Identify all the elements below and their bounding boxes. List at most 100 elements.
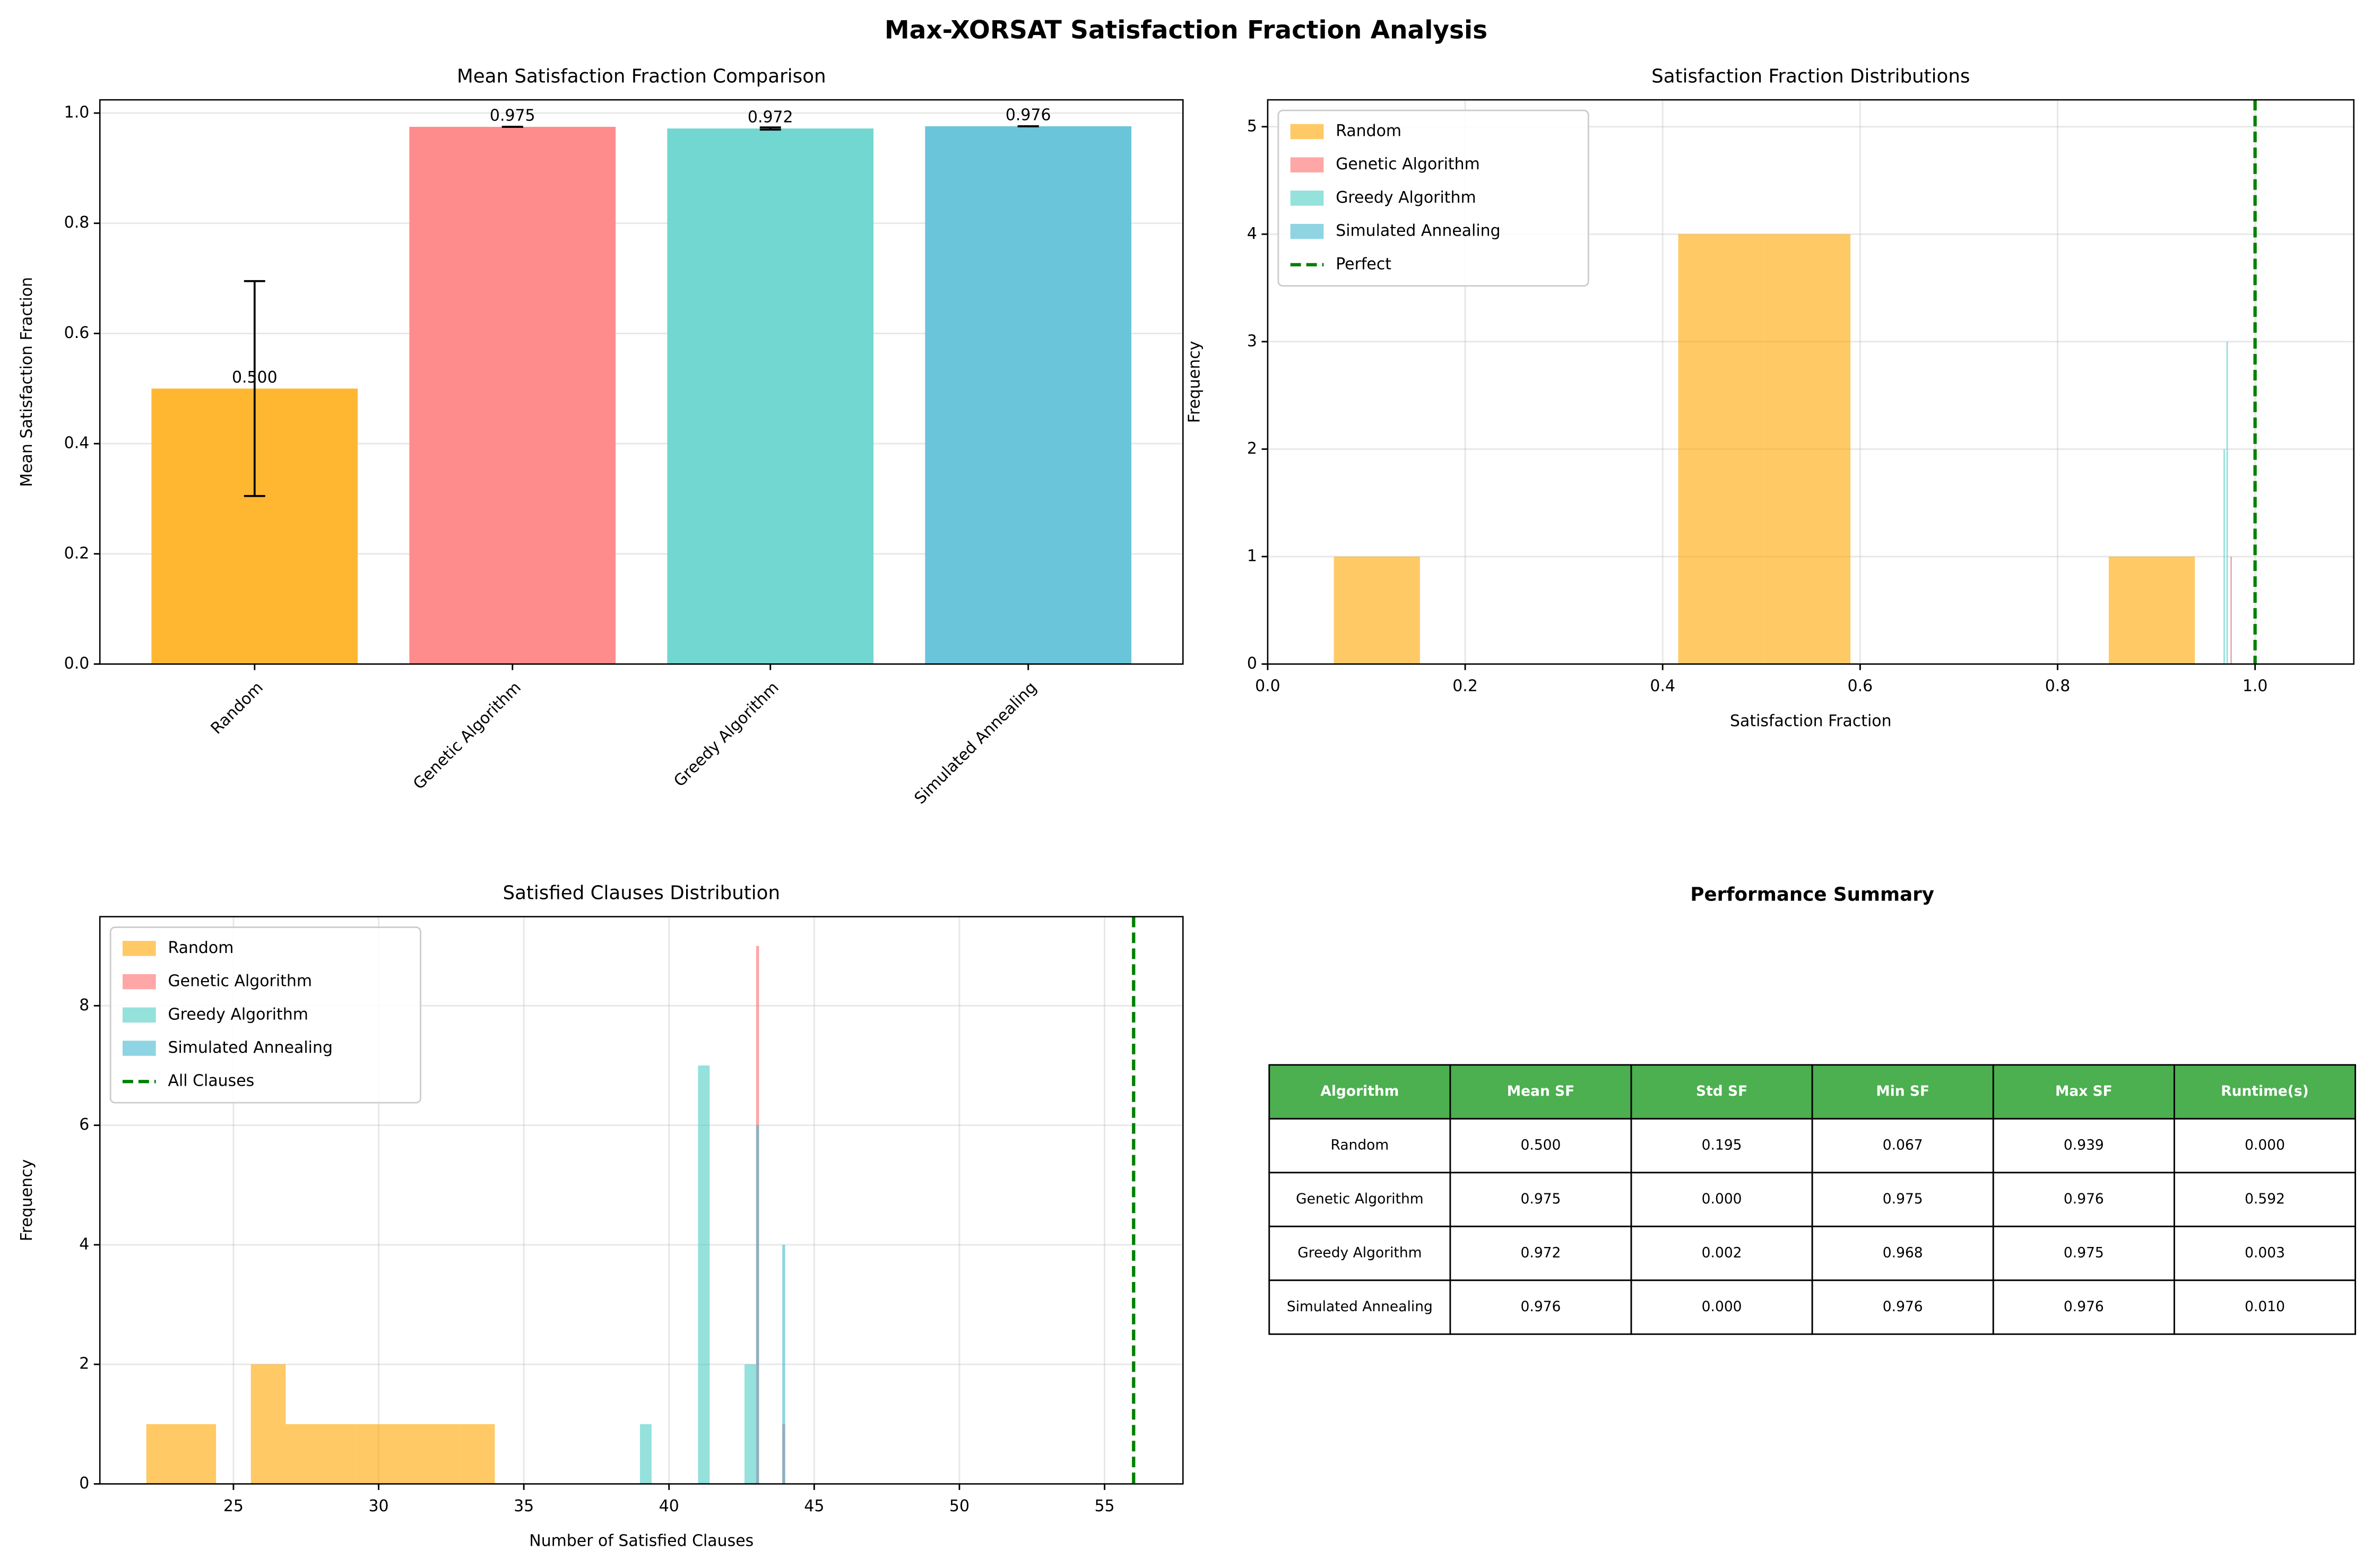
column-header: Algorithm	[1320, 1083, 1399, 1099]
column-header: Std SF	[1696, 1083, 1747, 1099]
y-axis-label: Mean Satisfaction Fraction	[18, 277, 36, 487]
histogram-bar	[181, 1424, 217, 1484]
column-header: Min SF	[1876, 1083, 1929, 1099]
legend-swatch	[122, 1041, 156, 1056]
histogram-bar	[1764, 234, 1851, 664]
cell-text: 0.500	[1521, 1137, 1561, 1154]
legend-label: Random	[168, 939, 234, 957]
histogram-bar	[390, 1424, 426, 1484]
cell-text: 0.000	[1702, 1298, 1742, 1315]
table-cell	[1449, 1279, 1632, 1335]
histogram-bar	[355, 1424, 391, 1484]
y-tick-label: 2	[79, 1355, 89, 1373]
y-tick-label: 3	[1247, 332, 1257, 350]
table-cell	[1268, 1279, 1451, 1335]
y-tick-label: 5	[1247, 117, 1257, 135]
cell-text: 0.000	[1702, 1191, 1742, 1207]
cell-text: Simulated Annealing	[1287, 1298, 1433, 1315]
cell-text: 0.000	[2245, 1137, 2285, 1154]
table-cell	[1992, 1117, 2175, 1174]
cell-text: 0.975	[1521, 1191, 1561, 1207]
cell-text: 0.975	[1883, 1191, 1923, 1207]
histogram-bar	[698, 1065, 710, 1484]
cell-text: Genetic Algorithm	[1296, 1191, 1423, 1207]
x-tick-label: 30	[369, 1497, 389, 1515]
table-cell	[1630, 1279, 1813, 1335]
table-cell	[2174, 1117, 2356, 1174]
histogram-bar	[782, 1244, 785, 1484]
plot-frame	[1267, 99, 2354, 665]
cell-text: 0.968	[1883, 1245, 1923, 1261]
histogram-bar	[425, 1424, 460, 1484]
table-cell	[1992, 1279, 2175, 1335]
y-tick-label: 4	[1247, 224, 1257, 243]
y-tick-label: 0.8	[64, 213, 90, 232]
header-cell	[1630, 1064, 1813, 1120]
table-cell	[2174, 1225, 2356, 1281]
plot-frame	[99, 99, 1184, 665]
x-tick-label: 55	[1095, 1497, 1115, 1515]
cell-text: 0.976	[2064, 1191, 2104, 1207]
histogram-bar	[250, 1364, 286, 1484]
table-cell	[1268, 1225, 1451, 1281]
legend-label: Perfect	[1336, 255, 1391, 273]
cell-text: 0.975	[2064, 1245, 2104, 1261]
column-header: Mean SF	[1507, 1083, 1575, 1099]
histogram-bar	[460, 1424, 495, 1484]
value-label: 0.975	[490, 107, 535, 125]
histogram-bar	[1334, 556, 1420, 664]
histogram-bar	[756, 1125, 759, 1484]
legend-swatch	[1290, 124, 1324, 140]
column-header: Max SF	[2055, 1083, 2113, 1099]
cell-text: 0.976	[1883, 1298, 1923, 1315]
cell-text: 0.195	[1702, 1137, 1742, 1154]
chart-title: Satisfaction Fraction Distributions	[1651, 65, 1970, 87]
table-cell	[1268, 1117, 1451, 1174]
legend-label: Greedy Algorithm	[168, 1005, 308, 1024]
header-cell	[2174, 1064, 2356, 1120]
legend-swatch	[1290, 223, 1324, 239]
y-tick-label: 2	[1247, 439, 1257, 458]
legend-swatch	[122, 941, 156, 956]
header-cell	[1449, 1064, 1632, 1120]
histogram-bar	[2230, 556, 2231, 664]
x-tick-label: 0.2	[1452, 677, 1478, 696]
histogram-bar	[2108, 556, 2195, 664]
legend-swatch	[122, 974, 156, 990]
legend-label: Genetic Algorithm	[1336, 155, 1480, 174]
histogram-bar	[321, 1424, 356, 1484]
legend-swatch	[1290, 190, 1324, 206]
legend-label: Simulated Annealing	[1336, 222, 1500, 240]
plot-frame	[99, 916, 1184, 1485]
y-tick-label: 0.2	[64, 544, 90, 562]
header-cell	[1992, 1064, 2175, 1120]
legend-box	[109, 926, 421, 1104]
legend-swatch	[122, 1007, 156, 1023]
cell-text: 0.939	[2064, 1137, 2104, 1154]
y-tick-label: 0.6	[64, 324, 90, 342]
cell-text: 0.976	[2064, 1298, 2104, 1315]
value-label: 0.976	[1006, 106, 1051, 125]
x-tick-label: 0.0	[1255, 677, 1280, 696]
y-tick-label: 0	[79, 1474, 89, 1493]
y-tick-label: 1	[1247, 547, 1257, 565]
y-tick-label: 6	[79, 1115, 89, 1134]
bar	[925, 126, 1132, 664]
y-tick-label: 0.4	[64, 434, 90, 453]
cell-text: 0.972	[1521, 1245, 1561, 1261]
y-tick-label: 4	[79, 1235, 89, 1253]
x-tick-label: 0.8	[2045, 677, 2071, 696]
cell-text: 0.003	[2245, 1245, 2285, 1261]
x-tick-label: 35	[514, 1497, 534, 1515]
table-cell	[1630, 1172, 1813, 1227]
histogram-bar	[640, 1424, 652, 1484]
x-tick-label: 40	[659, 1497, 679, 1515]
legend-box	[1277, 109, 1589, 287]
y-tick-label: 0.0	[64, 654, 90, 673]
cell-text: 0.592	[2245, 1191, 2285, 1207]
y-axis-label: Frequency	[1185, 341, 1204, 423]
legend-label: All Clauses	[168, 1072, 255, 1090]
column-header: Runtime(s)	[2221, 1083, 2308, 1099]
value-label: 0.972	[748, 108, 793, 127]
histogram-bar	[745, 1364, 756, 1484]
